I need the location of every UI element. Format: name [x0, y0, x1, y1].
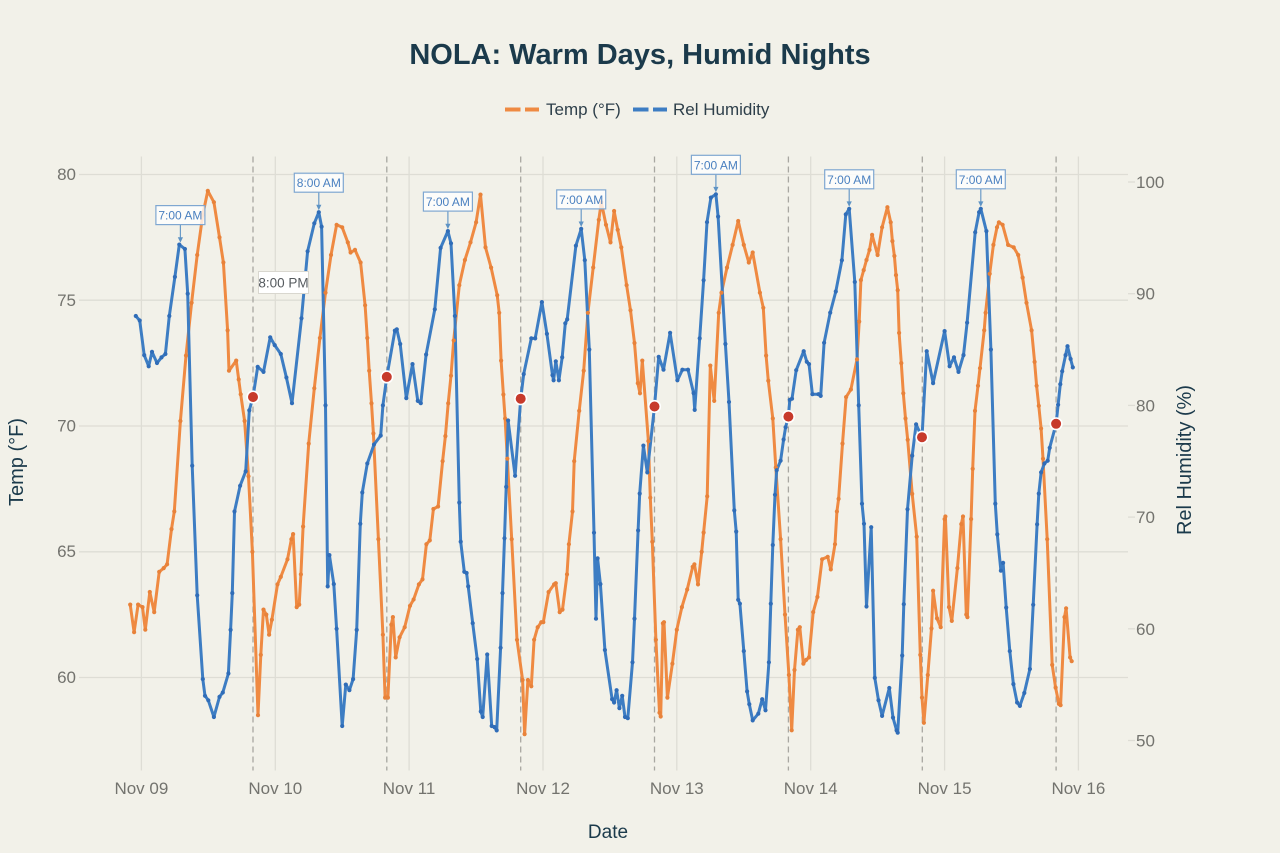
- svg-text:Nov 14: Nov 14: [784, 779, 838, 798]
- svg-text:65: 65: [57, 542, 76, 561]
- svg-text:Nov 12: Nov 12: [516, 779, 570, 798]
- svg-text:80: 80: [57, 165, 76, 184]
- svg-text:Nov 13: Nov 13: [650, 779, 704, 798]
- svg-text:75: 75: [57, 291, 76, 310]
- svg-text:60: 60: [57, 668, 76, 687]
- svg-text:7:00 AM: 7:00 AM: [426, 195, 470, 209]
- svg-text:8:00 AM: 8:00 AM: [297, 176, 341, 190]
- svg-text:NOLA: Warm Days, Humid Nights: NOLA: Warm Days, Humid Nights: [409, 39, 870, 71]
- svg-text:Nov 10: Nov 10: [248, 779, 302, 798]
- svg-text:7:00 AM: 7:00 AM: [694, 158, 738, 172]
- svg-text:Temp (°F): Temp (°F): [6, 418, 28, 506]
- svg-text:7:00 AM: 7:00 AM: [559, 193, 603, 207]
- svg-text:70: 70: [1136, 508, 1155, 527]
- svg-text:8:00 PM: 8:00 PM: [258, 276, 308, 291]
- svg-text:60: 60: [1136, 620, 1155, 639]
- svg-text:Date: Date: [588, 822, 628, 843]
- svg-text:Nov 15: Nov 15: [918, 779, 972, 798]
- svg-text:Nov 16: Nov 16: [1051, 779, 1105, 798]
- svg-text:Rel Humidity (%): Rel Humidity (%): [1174, 385, 1196, 535]
- svg-text:Nov 11: Nov 11: [383, 779, 436, 798]
- svg-text:100: 100: [1136, 173, 1164, 192]
- svg-text:7:00 AM: 7:00 AM: [959, 173, 1003, 187]
- svg-text:70: 70: [57, 417, 76, 436]
- svg-text:7:00 AM: 7:00 AM: [158, 209, 202, 223]
- svg-text:90: 90: [1136, 285, 1155, 304]
- svg-text:Rel Humidity: Rel Humidity: [673, 100, 770, 119]
- svg-text:Temp (°F): Temp (°F): [546, 100, 621, 119]
- svg-text:50: 50: [1136, 732, 1155, 751]
- svg-text:80: 80: [1136, 396, 1155, 415]
- svg-text:7:00 AM: 7:00 AM: [827, 173, 871, 187]
- svg-text:Nov 09: Nov 09: [114, 779, 168, 798]
